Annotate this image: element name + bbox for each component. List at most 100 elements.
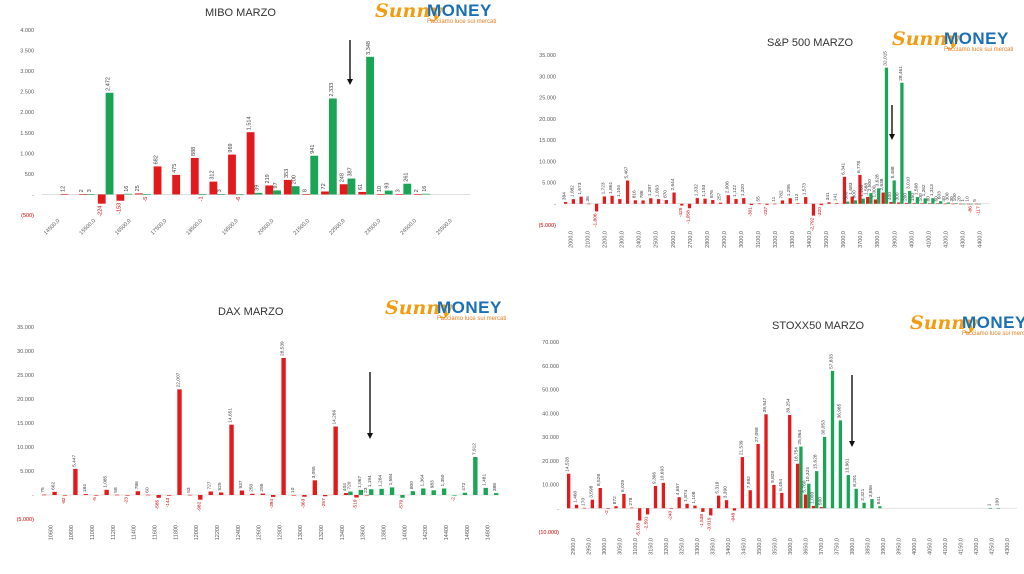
bar-call <box>709 508 713 516</box>
bar-call <box>850 196 854 204</box>
data-label: 1,262 <box>921 184 927 196</box>
data-label: 278 <box>628 497 634 505</box>
bar-call <box>764 414 768 509</box>
bar-call <box>153 166 162 195</box>
bar-call <box>717 495 721 509</box>
data-label: 93 <box>385 182 391 188</box>
data-label: 7,912 <box>471 443 477 455</box>
bar-call <box>281 358 286 495</box>
x-tick-label: 19500,0 <box>221 218 239 236</box>
x-tick-label: 2950,0 <box>586 538 592 555</box>
data-label: 1,295 <box>786 184 792 196</box>
data-label: 300 <box>895 192 901 200</box>
bar-call <box>661 482 666 509</box>
data-label: -949 <box>730 512 736 522</box>
data-label: 2,321 <box>860 488 866 500</box>
data-label: 3 <box>87 189 93 192</box>
y-tick-label: 4.000 <box>20 28 34 34</box>
data-label: 36,985 <box>836 403 842 418</box>
data-label: 1,332 <box>693 184 699 196</box>
data-label: 10 <box>290 487 296 493</box>
data-label: 870 <box>662 190 668 198</box>
y-tick-label: 15.000 <box>17 421 34 427</box>
data-label: 1,287 <box>647 184 653 196</box>
x-tick-label: 18500,0 <box>186 218 204 236</box>
bar-put <box>328 98 337 195</box>
logo-sun-text: Sunny <box>892 28 959 50</box>
x-tick-label: 3400,0 <box>726 538 732 555</box>
bar-call <box>672 192 676 204</box>
bar-call <box>376 194 385 195</box>
x-tick-label: 14400 <box>444 525 450 540</box>
data-label: 2,472 <box>106 77 112 91</box>
data-label: 97 <box>273 182 279 188</box>
bar-put <box>962 203 966 205</box>
bar-put <box>473 457 478 495</box>
x-tick-label: 4300,0 <box>1005 538 1011 555</box>
data-label: 1,313 <box>929 184 935 196</box>
bar-put <box>853 200 858 204</box>
bar-call <box>748 490 752 509</box>
bar-call <box>228 154 236 195</box>
logo-tagline: Facciamo luce sui mercati <box>427 19 497 25</box>
x-tick-label: 3300,0 <box>695 538 701 555</box>
data-label: 36 <box>585 196 591 202</box>
bar-call <box>649 198 653 204</box>
bar-call <box>669 508 673 509</box>
data-label: 1,122 <box>732 185 738 197</box>
x-tick-label: 3100,0 <box>756 231 762 248</box>
bar-call <box>579 196 583 204</box>
x-tick-label: 2100,0 <box>586 231 592 248</box>
data-label: -1 <box>199 196 205 201</box>
bar-call <box>135 193 143 195</box>
bar-call <box>358 191 367 195</box>
x-tick-label: 3800,0 <box>850 538 856 555</box>
data-label: 39,547 <box>762 397 768 412</box>
x-tick-label: 3250,0 <box>679 538 685 555</box>
bar-call <box>912 203 916 204</box>
bar-call <box>780 492 784 509</box>
x-tick-label: 2400,0 <box>637 231 643 248</box>
bar-put <box>892 180 896 204</box>
data-label: 1,861 <box>608 182 614 194</box>
data-label: 170 <box>580 498 586 506</box>
data-label: 800 <box>409 481 415 489</box>
bar-put <box>862 502 866 509</box>
data-label: 872 <box>612 496 618 504</box>
bar-put <box>977 203 982 205</box>
data-label: -5 <box>92 497 98 502</box>
data-label: -579 <box>398 499 404 509</box>
bar-call <box>198 495 203 500</box>
data-label: 5,319 <box>715 481 721 493</box>
data-label: 39,254 <box>786 398 792 413</box>
bar-put <box>846 201 850 204</box>
bar-put <box>884 67 889 204</box>
bar-put <box>462 492 468 495</box>
data-label: 472 <box>461 482 467 490</box>
data-label: 1,093 <box>655 185 661 197</box>
logo-sun-text: Sunny <box>385 297 452 319</box>
data-label: 257 <box>717 192 723 200</box>
x-tick-label: 4100,0 <box>943 538 949 555</box>
bar-put <box>988 508 993 509</box>
x-tick-label: 13200 <box>319 525 325 540</box>
data-label: 300 <box>944 192 950 200</box>
data-label: 10 <box>377 186 383 192</box>
data-label: 1,000 <box>871 185 877 197</box>
data-label: -6 <box>236 197 242 202</box>
bar-call <box>653 486 658 509</box>
bar-call <box>602 196 606 204</box>
y-tick-label: 10.000 <box>17 445 34 451</box>
x-tick-label: 4400,0 <box>977 231 983 248</box>
y-tick-label: (10.000) <box>539 530 560 536</box>
x-tick-label: 4250,0 <box>990 538 996 555</box>
data-label: 200 <box>292 175 298 184</box>
x-tick-label: 3750,0 <box>835 538 841 555</box>
data-label: 8,528 <box>596 474 602 486</box>
data-label: 12 <box>61 186 67 192</box>
data-label: 8,201 <box>852 474 858 486</box>
bar-call <box>773 203 777 205</box>
bar-call <box>395 194 404 195</box>
bar-put <box>358 489 364 495</box>
bar-put <box>124 193 133 195</box>
